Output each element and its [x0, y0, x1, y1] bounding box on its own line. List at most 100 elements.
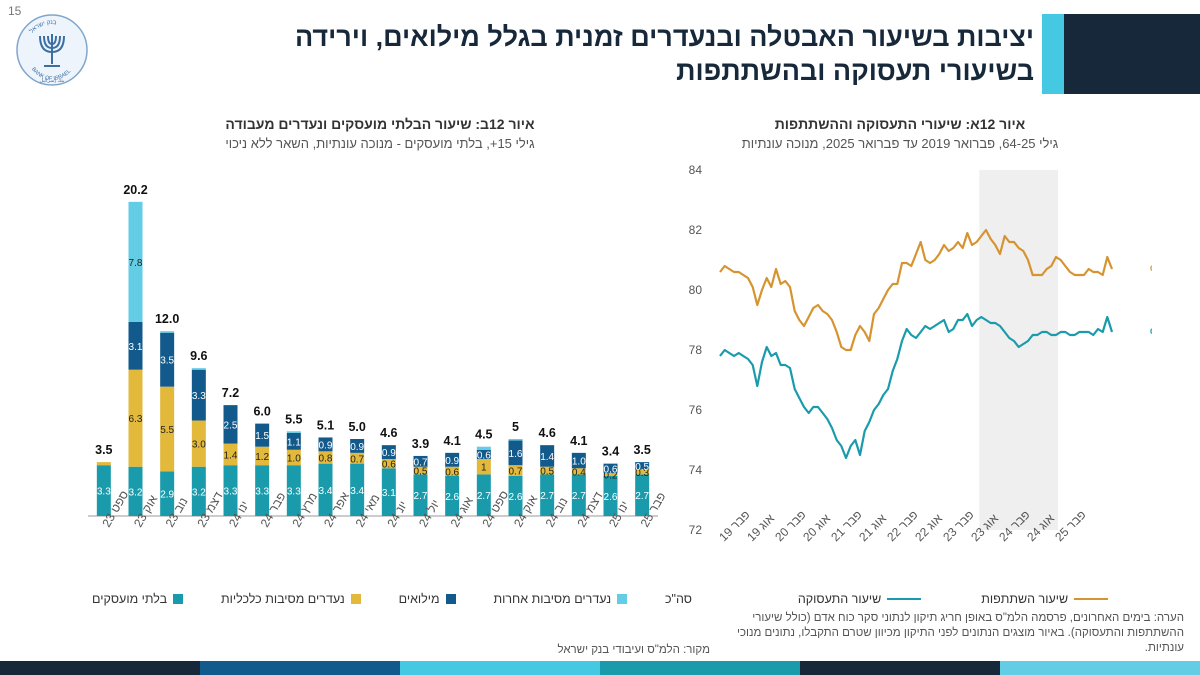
reserve-label: 0.9 — [382, 448, 396, 459]
unemployed-segment — [160, 471, 175, 516]
reserve-segment — [571, 452, 586, 469]
economic-absent-label: 1 — [481, 463, 487, 474]
reserve-label: 1.0 — [572, 457, 586, 468]
logo-text-ar: بنك إسرائيل — [39, 78, 64, 84]
other-absent-segment — [286, 431, 301, 433]
economic-absent-label: 0.2 — [604, 470, 618, 481]
bar-total-label: 5.5 — [285, 412, 302, 426]
legend-unemployed-swatch — [173, 594, 184, 604]
economic-absent-label: 0.7 — [509, 467, 523, 478]
bar-total-label: 4.6 — [380, 426, 397, 440]
bar-total-label: 9.6 — [190, 349, 207, 363]
x-tick-label: פבר 22 — [884, 508, 920, 544]
unemployed-segment — [603, 475, 618, 516]
unemployed-label: 2.6 — [509, 492, 523, 503]
unemployed-segment — [445, 475, 460, 516]
reserve-label: 0.5 — [635, 462, 649, 473]
reserve-segment — [350, 439, 365, 453]
bar-total-label: 4.5 — [475, 428, 492, 442]
economic-absent-label: 0.6 — [445, 467, 459, 478]
economic-absent-label: 1.0 — [287, 453, 301, 464]
legend-employment-label: שיעור התעסוקה — [797, 592, 882, 606]
unemployed-segment — [191, 466, 206, 516]
participation-end-label: [ערך]% — [1150, 263, 1152, 277]
economic-absent-segment — [445, 466, 460, 476]
legend-unemployed-label: בלתי מועסקים — [92, 592, 168, 606]
participation-line — [719, 228, 1114, 352]
page-number: 15 — [8, 4, 22, 18]
economic-absent-label: 3.0 — [192, 440, 206, 451]
x-tick-label: פבר 19 — [716, 508, 752, 544]
economic-absent-segment — [286, 449, 301, 466]
bar-total-label: 3.4 — [602, 445, 619, 459]
unemployed-segment — [286, 465, 301, 516]
bar-total-label: 20.2 — [123, 183, 147, 197]
y-tick-label: 76 — [689, 403, 703, 417]
legend-reserve: מילואים — [399, 592, 456, 606]
bank-of-israel-logo: בנק ישראל BANK OF ISRAEL بنك إسرائيل — [16, 14, 88, 86]
unemployed-segment — [413, 474, 428, 516]
reserve-segment — [508, 440, 523, 466]
reserve-label: 3.5 — [160, 356, 174, 367]
legend-other-absent: נעדרים מסיבות אחרות — [493, 592, 628, 606]
other-absent-segment — [191, 368, 206, 370]
unemployed-label: 3.1 — [382, 488, 396, 499]
x-tick-label: פבר 21 — [828, 508, 864, 544]
bar-total-label: 6.0 — [253, 405, 270, 419]
unemployed-label: 2.6 — [604, 492, 618, 503]
reserve-segment — [603, 463, 618, 473]
unemployed-label: 2.6 — [445, 492, 459, 503]
unemployed-segment — [128, 466, 143, 516]
y-tick-label: 84 — [689, 163, 703, 177]
economic-absent-label: 0.5 — [540, 467, 554, 478]
title-navy-block — [1064, 14, 1200, 94]
strip-segment — [400, 661, 600, 675]
unemployed-segment — [96, 465, 111, 516]
legend-reserve-label: מילואים — [398, 592, 440, 606]
reserve-segment — [160, 332, 175, 387]
y-tick-label: 80 — [689, 283, 703, 297]
line-chart-title: איור 12א: שיעורי התעסוקה וההשתתפות — [774, 116, 1026, 132]
reserve-segment — [223, 405, 238, 444]
reserve-segment — [191, 369, 206, 421]
other-absent-segment — [476, 446, 491, 450]
economic-absent-segment — [350, 452, 365, 464]
legend-participation-swatch — [1074, 598, 1109, 600]
economic-absent-segment — [571, 468, 586, 475]
legend-total: סה"כ — [665, 592, 692, 606]
reserve-segment — [381, 445, 396, 460]
economic-absent-segment — [255, 446, 270, 466]
unemployed-label: 3.2 — [192, 487, 206, 498]
economic-absent-label: 1.4 — [224, 450, 238, 461]
reserve-label: 0.9 — [319, 440, 333, 451]
reserve-segment — [445, 452, 460, 467]
unemployed-label: 3.3 — [255, 487, 269, 498]
shaded-war-period — [979, 170, 1058, 530]
strip-segment — [800, 661, 1000, 675]
unemployed-segment — [635, 474, 650, 516]
legend-total-label: סה"כ — [665, 592, 692, 606]
y-tick-label: 78 — [689, 343, 703, 357]
economic-absent-segment — [223, 443, 238, 466]
economic-absent-label: 0.5 — [414, 467, 428, 478]
reserve-segment — [286, 432, 301, 450]
reserve-segment — [540, 445, 555, 467]
economic-absent-segment — [413, 466, 428, 475]
bar-chart-title: איור 12ב: שיעור הבלתי מועסקים ונעדרים מע… — [225, 116, 535, 132]
bar-total-label: 4.1 — [443, 434, 460, 448]
bar-total-label: 5.1 — [317, 418, 334, 432]
economic-absent-label: 0.8 — [319, 453, 333, 464]
bar-total-label: 7.2 — [222, 386, 239, 400]
title-accent-bar — [1042, 14, 1064, 94]
economic-absent-segment — [635, 469, 650, 475]
line-chart-legend: שיעור השתתפות שיעור התעסוקה — [728, 592, 1178, 606]
reserve-label: 0.9 — [350, 442, 364, 453]
unemployed-label: 2.7 — [477, 491, 491, 502]
other-absent-label: 7.8 — [129, 258, 143, 269]
bar-total-label: 3.9 — [412, 437, 429, 451]
reserve-label: 0.6 — [477, 450, 491, 461]
economic-absent-segment — [318, 451, 333, 464]
y-tick-label: 72 — [689, 523, 703, 537]
reserve-segment — [635, 462, 650, 470]
unemployed-segment — [350, 463, 365, 516]
